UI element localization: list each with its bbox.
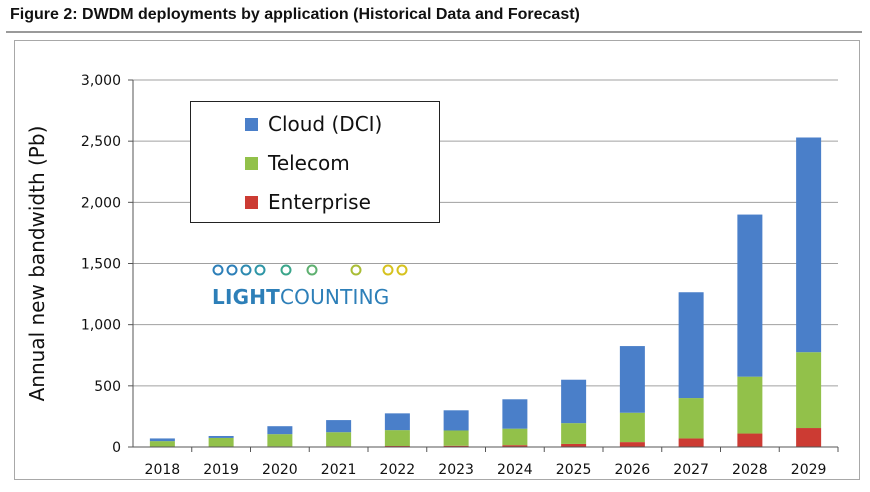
- legend-swatch-cloud: [245, 117, 258, 131]
- x-tick-label: 2029: [791, 462, 827, 478]
- bar-segment-cloud-dci: [149, 438, 175, 442]
- x-tick-label: 2021: [321, 462, 357, 478]
- bar-segment-telecom: [561, 423, 587, 444]
- bar-segment-telecom: [678, 398, 704, 439]
- bar-segment-cloud-dci: [443, 410, 469, 431]
- bar-segment-telecom: [796, 352, 822, 429]
- bar-segment-enterprise: [561, 443, 587, 447]
- bar-segment-telecom: [737, 376, 763, 434]
- bar-segment-enterprise: [619, 442, 645, 447]
- x-tick-label: 2022: [380, 462, 416, 478]
- bar-segment-telecom: [326, 432, 352, 447]
- legend-item-enterprise: Enterprise: [245, 190, 371, 214]
- bar-segment-enterprise: [502, 445, 528, 447]
- legend-label-cloud: Cloud (DCI): [268, 112, 383, 136]
- x-tick-label: 2018: [145, 462, 181, 478]
- y-tick-label: 1,000: [81, 318, 121, 334]
- bar-segment-cloud-dci: [502, 399, 528, 429]
- bar-segment-enterprise: [737, 433, 763, 447]
- bar-segment-cloud-dci: [208, 435, 234, 438]
- bar-segment-cloud-dci: [384, 413, 410, 431]
- bar-segment-cloud-dci: [267, 426, 293, 435]
- y-tick-label: 500: [94, 379, 121, 395]
- legend-item-telecom: Telecom: [245, 151, 350, 175]
- legend-swatch-enterprise: [245, 195, 258, 209]
- bar-segment-telecom: [149, 441, 175, 447]
- x-tick-label: 2028: [732, 462, 768, 478]
- x-tick-label: 2020: [262, 462, 298, 478]
- bar-segment-enterprise: [443, 445, 469, 447]
- legend-swatch-telecom: [245, 156, 258, 170]
- y-tick-label: 2,500: [81, 134, 121, 150]
- x-tick-label: 2027: [673, 462, 709, 478]
- legend-label-enterprise: Enterprise: [268, 190, 371, 214]
- logo-wordmark: LIGHTCOUNTING: [212, 285, 389, 309]
- y-tick-label: 3,000: [81, 73, 121, 89]
- bar-segment-telecom: [267, 434, 293, 447]
- bar-segment-telecom: [208, 437, 234, 447]
- legend: Cloud (DCI) Telecom Enterprise: [190, 101, 440, 223]
- bar-segment-telecom: [384, 430, 410, 447]
- bar-segment-cloud-dci: [561, 379, 587, 424]
- bar-segment-cloud-dci: [619, 346, 645, 413]
- bar-segment-enterprise: [796, 428, 822, 447]
- bar-segment-telecom: [619, 412, 645, 443]
- bar-segment-cloud-dci: [796, 137, 822, 353]
- x-tick-label: 2026: [615, 462, 651, 478]
- bar-segment-telecom: [502, 428, 528, 446]
- bar-segment-enterprise: [678, 438, 704, 447]
- bar-segment-cloud-dci: [326, 420, 352, 433]
- title-rule: [6, 31, 862, 33]
- y-tick-label: 1,500: [81, 257, 121, 273]
- logo-word-counting: COUNTING: [279, 285, 390, 309]
- x-tick-label: 2023: [438, 462, 474, 478]
- y-tick-label: 2,000: [81, 195, 121, 211]
- y-tick-label: 0: [112, 440, 121, 456]
- figure-title: Figure 2: DWDM deployments by applicatio…: [10, 6, 580, 23]
- logo-chain-icon: [202, 264, 412, 276]
- bar-segment-telecom: [443, 430, 469, 446]
- legend-label-telecom: Telecom: [268, 151, 350, 175]
- bar-segment-cloud-dci: [737, 214, 763, 377]
- logo-word-light: LIGHT: [212, 285, 280, 309]
- x-tick-label: 2024: [497, 462, 533, 478]
- legend-item-cloud: Cloud (DCI): [245, 112, 382, 136]
- x-tick-label: 2025: [556, 462, 592, 478]
- bar-segment-cloud-dci: [678, 292, 704, 399]
- x-tick-label: 2019: [203, 462, 239, 478]
- lightcounting-logo: LIGHTCOUNTING: [200, 258, 415, 310]
- y-axis-title: Annual new bandwidth (Pb): [25, 126, 49, 402]
